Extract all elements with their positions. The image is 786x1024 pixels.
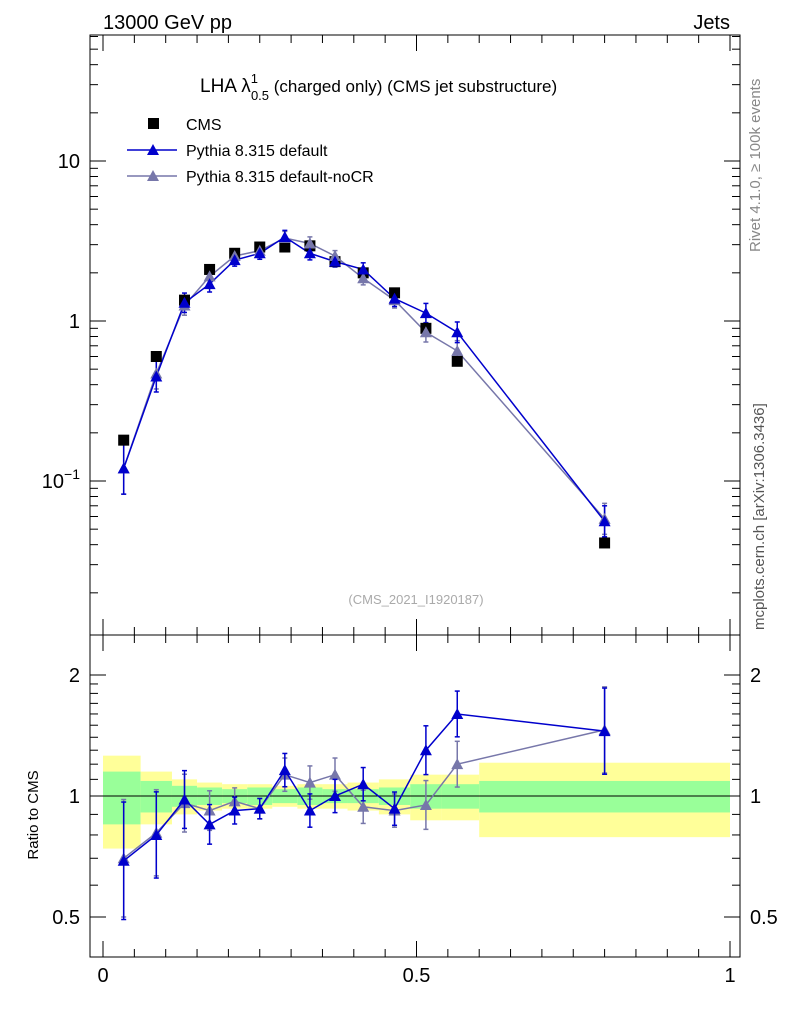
ratio-y-tick-label-left: 0.5 xyxy=(52,907,80,929)
ratio-y-tick-label-right: 2 xyxy=(750,665,761,687)
y-tick-label: 10 xyxy=(58,151,80,173)
uncertainty-band-inner xyxy=(103,771,141,825)
title-sup: 1 xyxy=(251,71,258,86)
ratio-point-default xyxy=(203,818,216,830)
data-point-nocr xyxy=(419,326,432,338)
ratio-point-default xyxy=(278,764,291,776)
data-point-cms xyxy=(279,241,291,253)
ratio-ylabel: Ratio to CMS xyxy=(25,770,42,859)
title-sub: 0.5 xyxy=(251,88,269,103)
data-point-default xyxy=(451,326,464,338)
plot-title: LHA λ1 0.5 (charged only) (CMS jet substr… xyxy=(200,71,557,103)
ratio-point-default xyxy=(303,804,316,816)
ratio-point-default xyxy=(451,707,464,719)
legend-label-default: Pythia 8.315 default xyxy=(186,143,328,160)
source-label: mcplots.cern.ch [arXiv:1306.3436] xyxy=(751,403,768,630)
data-point-default xyxy=(203,278,216,290)
data-point-nocr xyxy=(357,272,370,284)
analysis-id: (CMS_2021_I1920187) xyxy=(348,592,483,607)
ratio-y-tick-label-left: 2 xyxy=(69,665,80,687)
legend-marker-nocr xyxy=(147,170,159,181)
ratio-point-default xyxy=(178,793,191,805)
ratio-point-nocr xyxy=(419,798,432,810)
data-point-default xyxy=(117,462,130,474)
data-point-cms xyxy=(451,355,463,367)
ratio-y-tick-label-left: 1 xyxy=(69,786,80,808)
ratio-point-default xyxy=(117,854,130,866)
header-process: Jets xyxy=(693,12,730,34)
ratio-point-default xyxy=(598,725,611,737)
data-point-default xyxy=(419,307,432,319)
data-point-default xyxy=(328,255,341,267)
title-suffix: (charged only) (CMS jet substructure) xyxy=(269,77,557,96)
x-tick-label: 1 xyxy=(724,965,735,987)
legend-label-cms: CMS xyxy=(186,117,222,134)
legend-marker-cms xyxy=(148,118,159,129)
ratio-point-default xyxy=(328,790,341,801)
ratio-point-nocr xyxy=(303,776,316,788)
ratio-point-default xyxy=(357,778,370,790)
legend-marker-default xyxy=(147,144,159,155)
data-point-nocr xyxy=(451,344,464,356)
data-point-default xyxy=(228,254,241,266)
data-point-default xyxy=(278,230,291,242)
ratio-panel: 0.5 0.5 1 1 2 2 0 0.5 1 xyxy=(52,635,778,987)
legend: CMS Pythia 8.315 default Pythia 8.315 de… xyxy=(127,117,374,186)
data-point-default xyxy=(357,263,370,275)
data-point-default xyxy=(303,247,316,259)
ratio-y-tick-label-right: 1 xyxy=(750,786,761,808)
ratio-point-default xyxy=(419,744,432,756)
x-tick-label: 0 xyxy=(97,965,108,987)
ratio-point-default xyxy=(253,802,266,814)
legend-label-nocr: Pythia 8.315 default-noCR xyxy=(186,169,374,186)
uncertainty-band-inner xyxy=(479,780,730,813)
data-point-cms xyxy=(204,263,216,275)
data-point-default xyxy=(598,515,611,527)
data-point-default xyxy=(253,247,266,259)
y-tick-label: 10−1 xyxy=(42,466,80,493)
ratio-point-nocr xyxy=(451,758,464,770)
ratio-point-default xyxy=(150,828,163,840)
rivet-version-label: Rivet 4.1.0, ≥ 100k events xyxy=(747,79,764,252)
data-point-default xyxy=(150,370,163,382)
data-point-default xyxy=(178,296,191,308)
data-point-cms xyxy=(599,537,611,549)
ratio-frame xyxy=(89,634,741,958)
header-energy: 13000 GeV pp xyxy=(103,12,232,34)
data-point-default xyxy=(388,292,401,304)
data-point-nocr xyxy=(303,237,316,249)
y-tick-label: 1 xyxy=(69,311,80,333)
ratio-point-default xyxy=(228,804,241,816)
ratio-point-nocr xyxy=(328,768,341,780)
data-point-nocr xyxy=(328,249,341,261)
data-point-cms xyxy=(150,350,162,362)
title-prefix: LHA λ xyxy=(200,76,251,97)
x-tick-label: 0.5 xyxy=(403,965,431,987)
ratio-y-tick-label-right: 0.5 xyxy=(750,907,778,929)
data-point-cms xyxy=(118,434,130,446)
data-point-nocr xyxy=(203,270,216,282)
ratio-point-default xyxy=(388,802,401,814)
main-panel: 10−1 1 10 xyxy=(42,35,740,635)
ratio-point-nocr xyxy=(357,800,370,812)
